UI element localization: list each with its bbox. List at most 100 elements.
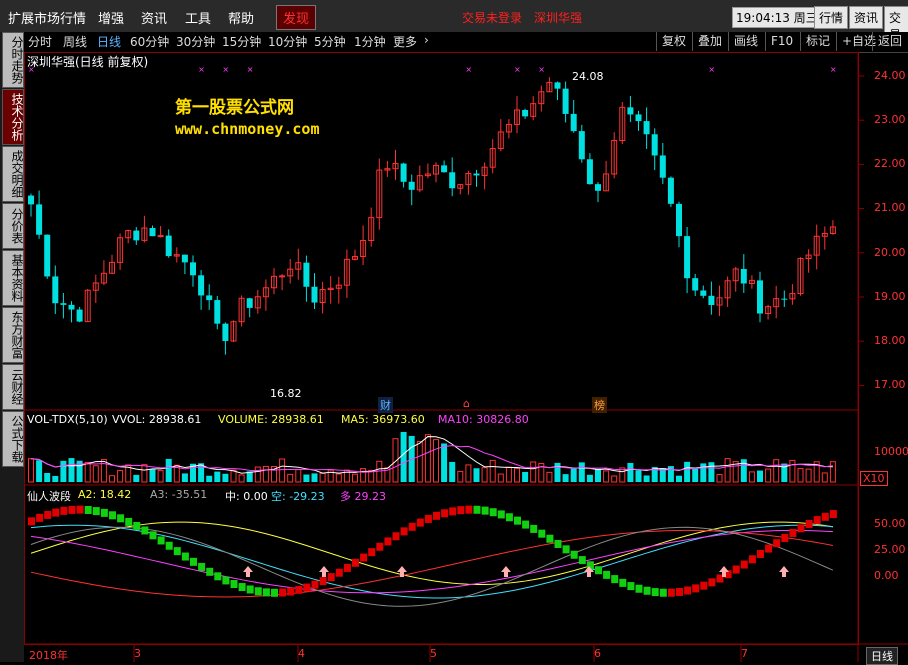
candle-up — [392, 163, 399, 170]
volume-bar-up — [262, 465, 269, 483]
tab-trade-detail[interactable]: 成交明细 — [2, 146, 24, 202]
candle-up — [319, 289, 326, 304]
back-button[interactable]: 返回 — [872, 32, 907, 51]
marker-rank[interactable]: 榜 — [592, 397, 607, 413]
tab-fundamentals[interactable]: 基本资料 — [2, 250, 24, 306]
candle-down — [659, 155, 666, 178]
wave-block — [238, 583, 246, 592]
volume-bar-down — [449, 461, 456, 482]
tab-intraday[interactable]: 分时走势 — [2, 32, 24, 88]
wave-block — [797, 524, 805, 533]
draw-button[interactable]: 画线 — [728, 32, 763, 51]
candle-down — [246, 298, 253, 308]
volume-bar-up — [821, 472, 828, 483]
candle-down — [676, 203, 682, 237]
price-axis-17: 17.00 — [874, 378, 906, 391]
volume-bar-down — [214, 471, 221, 482]
candle-down — [133, 230, 140, 241]
menu-discover[interactable]: 发现 — [276, 5, 317, 30]
menu-enhance[interactable]: 增强 — [98, 12, 125, 27]
candle-up — [716, 297, 723, 306]
mark-button[interactable]: 标记 — [800, 32, 835, 51]
wave-block — [773, 539, 781, 548]
news-button[interactable]: 资讯 — [849, 6, 884, 29]
period-5min[interactable]: 5分钟 — [314, 35, 346, 49]
period-intraday[interactable]: 分时 — [28, 35, 53, 49]
candle-down — [578, 131, 585, 160]
volume-bar-down — [700, 463, 707, 482]
wave-block — [392, 532, 400, 541]
period-10min[interactable]: 10分钟 — [268, 35, 308, 49]
wave-block — [829, 510, 837, 519]
period-15min[interactable]: 15分钟 — [222, 35, 262, 49]
add-watchlist-button[interactable]: +自选 — [836, 32, 881, 51]
period-30min[interactable]: 30分钟 — [176, 35, 216, 49]
menu-news[interactable]: 资讯 — [141, 12, 168, 27]
candle-up — [295, 262, 302, 270]
tab-cloud-finance[interactable]: 云财经 — [2, 364, 24, 410]
marker-finance[interactable]: 财 — [378, 397, 393, 413]
wave-block — [100, 508, 108, 517]
wave-block — [133, 521, 141, 530]
candle-up — [327, 287, 334, 291]
signal-marker: × — [465, 65, 472, 74]
candle-up — [376, 169, 383, 219]
candle-down — [214, 300, 221, 324]
date-label-mar: 3 — [134, 647, 141, 660]
f10-button[interactable]: F10 — [765, 32, 798, 51]
volume-bar-up — [230, 469, 237, 483]
tab-formula-download[interactable]: 公式下载 — [2, 411, 24, 467]
candle-up — [109, 261, 115, 274]
tab-technical[interactable]: 技术分析 — [2, 89, 24, 145]
indicator-line — [30, 529, 833, 594]
indicator-name[interactable]: 仙人波段 — [27, 490, 71, 503]
adjust-button[interactable]: 复权 — [656, 32, 691, 51]
wave-block — [789, 528, 797, 537]
menu-tools[interactable]: 工具 — [185, 12, 212, 27]
wave-block — [141, 526, 149, 535]
wave-block — [595, 566, 602, 575]
indicator-line — [30, 524, 833, 599]
period-weekly[interactable]: 周线 — [63, 35, 88, 49]
candle-down — [198, 275, 205, 296]
volume-bar-up — [748, 471, 755, 483]
quote-button[interactable]: 行情 — [814, 6, 849, 29]
overlay-button[interactable]: 叠加 — [692, 32, 727, 51]
wave-block — [441, 509, 449, 518]
watermark-url: www.chnmoney.com — [175, 120, 320, 138]
trade-login-status[interactable]: 交易未登录 — [462, 11, 523, 25]
candle-down — [757, 280, 763, 314]
volume-indicator-name[interactable]: VOL-TDX(5,10) — [27, 413, 108, 426]
volume-bar-down — [522, 471, 529, 482]
candle-up — [497, 131, 504, 150]
volume-bar-down — [52, 475, 59, 482]
wave-block — [505, 513, 513, 522]
candle-up — [92, 282, 99, 291]
volume-bar-up — [424, 434, 431, 483]
menu-extended-market[interactable]: 扩展市场行情 — [8, 12, 87, 27]
period-1min[interactable]: 1分钟 — [354, 35, 386, 49]
date-label-jul: 7 — [741, 647, 748, 660]
period-daily[interactable]: 日线 — [97, 35, 122, 49]
kline-chart[interactable]: × × × × × × × × × — [24, 52, 908, 662]
clock: 19:04:13 周三 — [732, 7, 822, 28]
tab-eastmoney[interactable]: 东方财富 — [2, 307, 24, 363]
chevron-right-icon[interactable]: › — [424, 33, 429, 47]
volume-bar-up — [141, 464, 148, 483]
wave-block — [408, 522, 416, 531]
candle-up — [254, 296, 261, 309]
tab-price-table[interactable]: 分价表 — [2, 203, 24, 249]
volume-bar-up — [489, 459, 496, 483]
wave-block — [44, 510, 52, 519]
period-more[interactable]: 更多 — [393, 35, 418, 49]
period-60min[interactable]: 60分钟 — [130, 35, 170, 49]
volume-bar-up — [530, 461, 537, 483]
bottom-period-tab[interactable]: 日线 — [866, 647, 898, 665]
marker-info[interactable]: ⌂ — [463, 397, 470, 410]
menu-help[interactable]: 帮助 — [228, 12, 255, 27]
volume-bar-up — [384, 467, 391, 483]
candle-up — [465, 173, 472, 186]
period-toolbar: 分时 周线 日线 60分钟 30分钟 15分钟 10分钟 5分钟 1分钟 更多 … — [24, 32, 908, 53]
wave-block — [457, 506, 465, 515]
wave-block — [497, 510, 505, 519]
